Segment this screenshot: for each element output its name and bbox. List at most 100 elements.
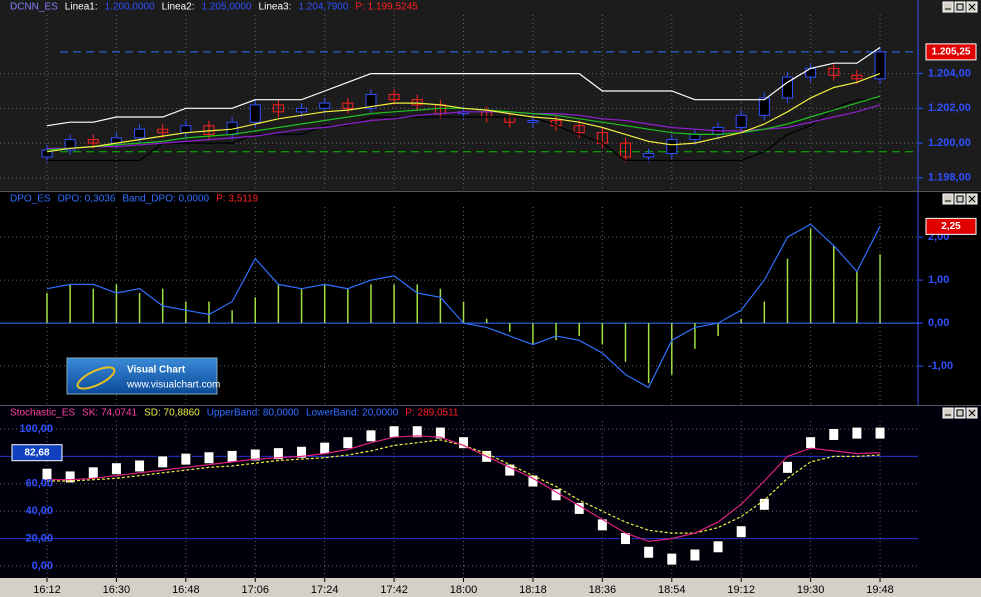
window-button[interactable]: [942, 1, 954, 13]
candle-body: [828, 67, 840, 76]
candle-body: [388, 93, 400, 101]
stochastic-box: [203, 451, 215, 465]
window-button[interactable]: [954, 1, 966, 13]
series-line: [47, 99, 880, 162]
stochastic-box: [805, 436, 817, 450]
series-line: [46, 73, 881, 153]
window-button[interactable]: [954, 193, 966, 205]
stochastic-box: [411, 425, 423, 439]
x-tick-label: 18:18: [519, 584, 547, 596]
plot-area: [0, 421, 918, 578]
stochastic-box: [296, 445, 308, 459]
last-value-box: [11, 444, 63, 462]
window-button[interactable]: [954, 407, 966, 419]
window-button-icon: [968, 409, 976, 417]
series-line: [47, 435, 881, 542]
stochastic-box: [342, 436, 354, 450]
stochastic-box: [272, 447, 284, 461]
header-text: 1.204,7900: [298, 2, 348, 13]
header-text: Linea2:: [162, 2, 195, 13]
time-axis: [0, 578, 981, 597]
x-tick-label: 19:12: [727, 584, 755, 596]
header-text: 1.205,0000: [201, 2, 251, 13]
y-tick-label: 100,00: [19, 423, 53, 435]
header-text: LowerBand: 20,0000: [306, 408, 399, 419]
y-tick-label: 40,00: [25, 505, 53, 517]
x-tick-label: 16:48: [172, 584, 200, 596]
candle-body: [527, 120, 539, 123]
candle-body: [643, 153, 655, 158]
stochastic-box: [643, 545, 655, 559]
series-line: [46, 47, 881, 127]
window-button[interactable]: [942, 407, 954, 419]
candle-body: [411, 99, 423, 106]
stochastic-box: [157, 455, 169, 469]
candle-body: [781, 76, 793, 99]
candle-body: [180, 125, 192, 134]
candle-body: [64, 139, 76, 151]
stochastic-box: [596, 518, 608, 532]
candle-body: [249, 104, 261, 123]
stochastic-box: [110, 462, 122, 476]
candle-body: [342, 102, 354, 109]
stochastic-box: [365, 429, 377, 443]
candle-body: [851, 74, 863, 80]
x-tick-label: 16:12: [33, 584, 61, 596]
candle-body: [758, 97, 770, 116]
stochastic-box: [226, 449, 238, 463]
y-tick-label: 1.200,00: [928, 137, 971, 149]
stochastic-box: [758, 497, 770, 511]
watermark-url: www.visualchart.com: [126, 380, 220, 391]
candle-body: [365, 93, 377, 109]
stochastic-box: [434, 426, 446, 440]
last-value-label: 2,25: [941, 221, 961, 232]
y-tick-label: -1,00: [928, 360, 953, 372]
y-tick-label: 1.198,00: [928, 172, 971, 184]
candle-body: [805, 67, 817, 78]
last-value-label: 82,68: [24, 447, 49, 458]
stochastic-box: [666, 552, 678, 566]
candle-body: [272, 104, 284, 113]
header-text: DPO: 0,3036: [58, 194, 116, 205]
x-tick-label: 16:30: [103, 584, 131, 596]
candle-body: [41, 149, 53, 158]
x-tick-label: 18:00: [450, 584, 478, 596]
last-value-box: [925, 217, 977, 235]
header-text: Linea1:: [65, 2, 98, 13]
header-text: DPO_ES: [10, 194, 51, 205]
last-value-box: [925, 43, 977, 61]
x-tick-label: 17:24: [311, 584, 339, 596]
series-line: [47, 104, 881, 149]
stochastic-box: [689, 548, 701, 562]
stochastic-box: [735, 525, 747, 539]
x-tick-label: 19:48: [866, 584, 894, 596]
stochastic-box: [319, 441, 331, 455]
stochastic-box: [712, 540, 724, 554]
header-text: Linea3:: [259, 2, 292, 13]
watermark: Visual Chart www.visualchart.com: [66, 357, 220, 395]
watermark-logo: [76, 366, 116, 390]
stochastic-box: [180, 452, 192, 466]
y-tick-label: 0,00: [32, 560, 53, 572]
header-text: SD: 70,8860: [144, 408, 200, 419]
stochastic-box: [828, 427, 840, 441]
window-button-icon: [968, 3, 976, 11]
header-text: P: 1.199,5245: [355, 2, 418, 13]
stochastic-box: [874, 426, 886, 440]
stochastic-box: [64, 470, 76, 484]
series-line: [46, 223, 881, 389]
stochastic-box: [388, 425, 400, 439]
window-button[interactable]: [942, 193, 954, 205]
candle-body: [620, 142, 631, 158]
stochastic-box: [781, 460, 793, 474]
candle-body: [296, 107, 308, 113]
plot-area: [0, 15, 918, 191]
y-tick-label: 0,00: [928, 317, 949, 329]
x-tick-label: 17:42: [380, 584, 408, 596]
watermark-title: Visual Chart: [127, 365, 186, 376]
window-button-icon: [968, 195, 976, 203]
y-tick-label: 1.204,00: [928, 68, 971, 80]
candle-body: [666, 139, 678, 155]
price-panel: [0, 0, 981, 191]
stochastic-panel: [0, 406, 981, 578]
